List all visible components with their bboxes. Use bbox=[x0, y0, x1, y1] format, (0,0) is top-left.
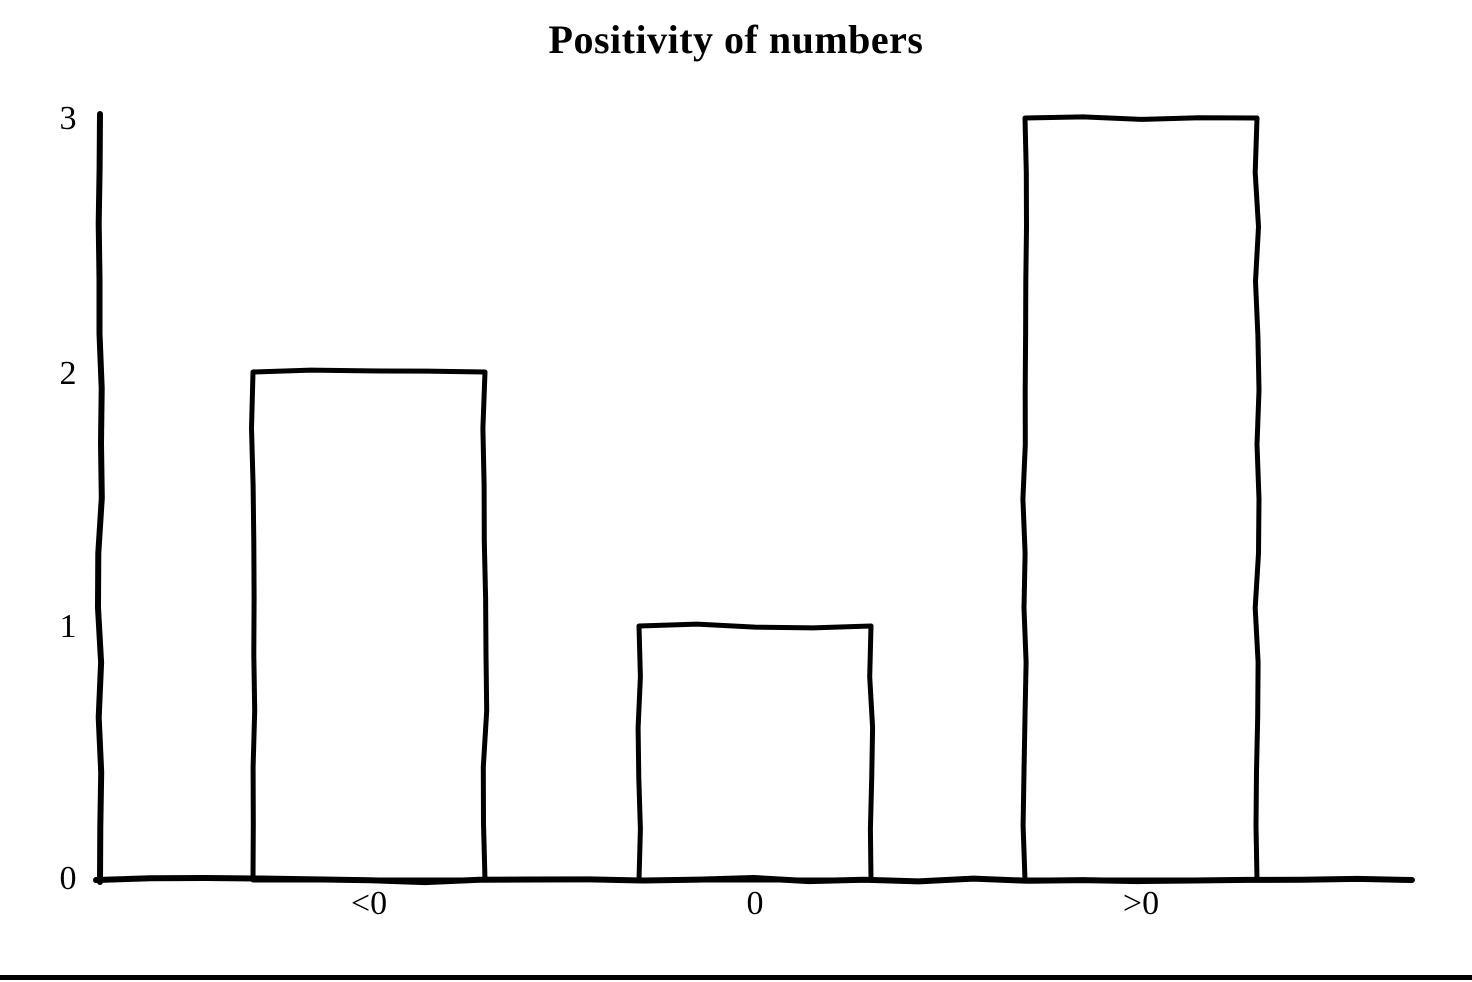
bar-2 bbox=[1020, 114, 1262, 883]
y-tick-label-3: 3 bbox=[59, 100, 77, 137]
x-axis bbox=[93, 875, 1415, 886]
y-tick-label-0: 0 bbox=[59, 860, 77, 897]
x-category-label-zero: 0 bbox=[746, 885, 764, 922]
y-tick-label-2: 2 bbox=[59, 355, 77, 392]
bottom-border-rule bbox=[0, 975, 1472, 980]
y-axis bbox=[95, 111, 105, 885]
bar-1 bbox=[635, 621, 876, 883]
x-category-label-negative: <0 bbox=[350, 885, 388, 922]
x-category-label-positive: >0 bbox=[1122, 885, 1160, 922]
y-tick-label-1: 1 bbox=[59, 608, 77, 645]
chart-title: Positivity of numbers bbox=[548, 17, 924, 62]
bar-0 bbox=[249, 367, 490, 883]
